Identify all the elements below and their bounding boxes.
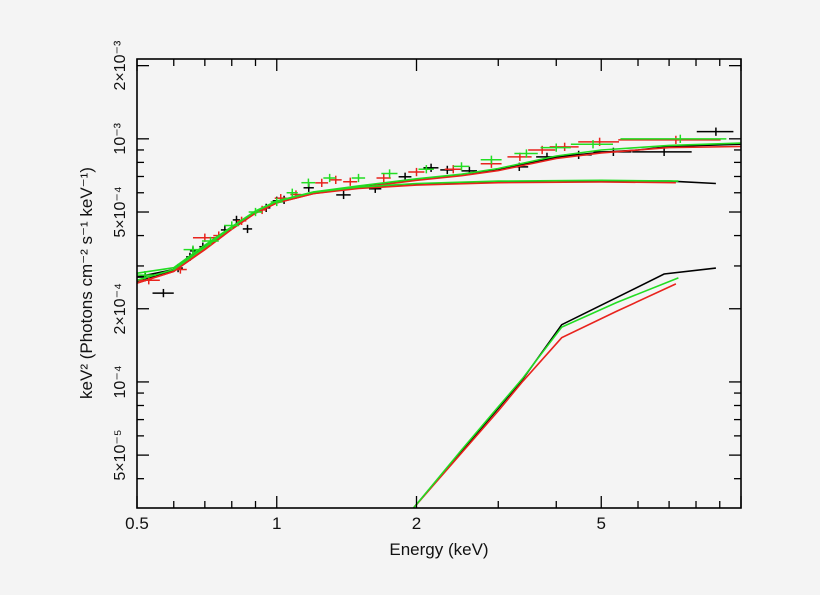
x-tick-labels: 0.5 1 2 5 <box>125 514 606 533</box>
plot-frame <box>136 58 742 509</box>
data-point <box>549 142 579 151</box>
data-point <box>248 207 263 217</box>
x-tick-label: 2 <box>412 514 421 533</box>
y-tick-label: 5×10⁻⁵ <box>112 430 129 481</box>
data-point <box>696 127 734 136</box>
series-1 <box>137 135 741 508</box>
data-point <box>270 197 283 207</box>
model-component-1-line <box>137 179 679 281</box>
data-point <box>301 178 316 187</box>
y-tick-label: 10⁻³ <box>112 122 129 154</box>
data-point <box>570 140 613 149</box>
data-point <box>152 288 174 298</box>
model-total-line <box>137 142 741 274</box>
plot-content <box>137 127 741 508</box>
axis-ticks <box>136 59 742 508</box>
data-point <box>137 270 157 280</box>
model-component-2-line <box>412 277 679 508</box>
data-point <box>323 173 336 183</box>
data-point <box>632 147 692 156</box>
x-tick-label: 0.5 <box>125 514 149 533</box>
x-axis-label: Energy (keV) <box>389 540 488 559</box>
data-point <box>329 175 342 185</box>
model-component-2-line <box>412 283 677 508</box>
y-tick-label: 5×10⁻⁴ <box>112 186 129 237</box>
series-2 <box>137 134 741 508</box>
data-point <box>620 134 727 143</box>
y-axis-label: keV² (Photons cm⁻² s⁻¹ keV⁻¹) <box>77 167 96 399</box>
data-point <box>480 155 502 164</box>
data-point <box>408 167 425 177</box>
data-point <box>336 190 351 200</box>
data-point <box>173 265 187 274</box>
model-total-line <box>137 143 741 278</box>
model-component-2-line <box>412 267 716 508</box>
data-point <box>418 165 434 174</box>
data-point <box>540 143 571 152</box>
data-point <box>201 236 219 246</box>
x-tick-label: 5 <box>597 514 606 533</box>
data-point <box>286 188 298 197</box>
data-point <box>381 169 398 178</box>
data-point <box>376 173 391 183</box>
data-point <box>618 135 721 145</box>
data-point <box>351 173 366 183</box>
data-point <box>224 221 240 230</box>
model-component-1-line <box>137 180 716 282</box>
data-point <box>514 149 538 158</box>
data-point <box>183 245 202 254</box>
model-total-line <box>137 145 741 284</box>
data-point <box>315 178 329 188</box>
y-tick-labels: 2×10⁻³ 10⁻³ 5×10⁻⁴ 2×10⁻⁴ 10⁻⁴ 5×10⁻⁵ <box>112 40 129 481</box>
data-point <box>242 224 253 234</box>
y-tick-label: 10⁻⁴ <box>112 365 129 398</box>
y-tick-label: 2×10⁻⁴ <box>112 283 129 334</box>
y-tick-label: 2×10⁻³ <box>112 40 129 90</box>
model-component-1-line <box>137 181 676 284</box>
data-point <box>453 162 470 171</box>
x-tick-label: 1 <box>272 514 281 533</box>
data-point <box>343 177 358 186</box>
